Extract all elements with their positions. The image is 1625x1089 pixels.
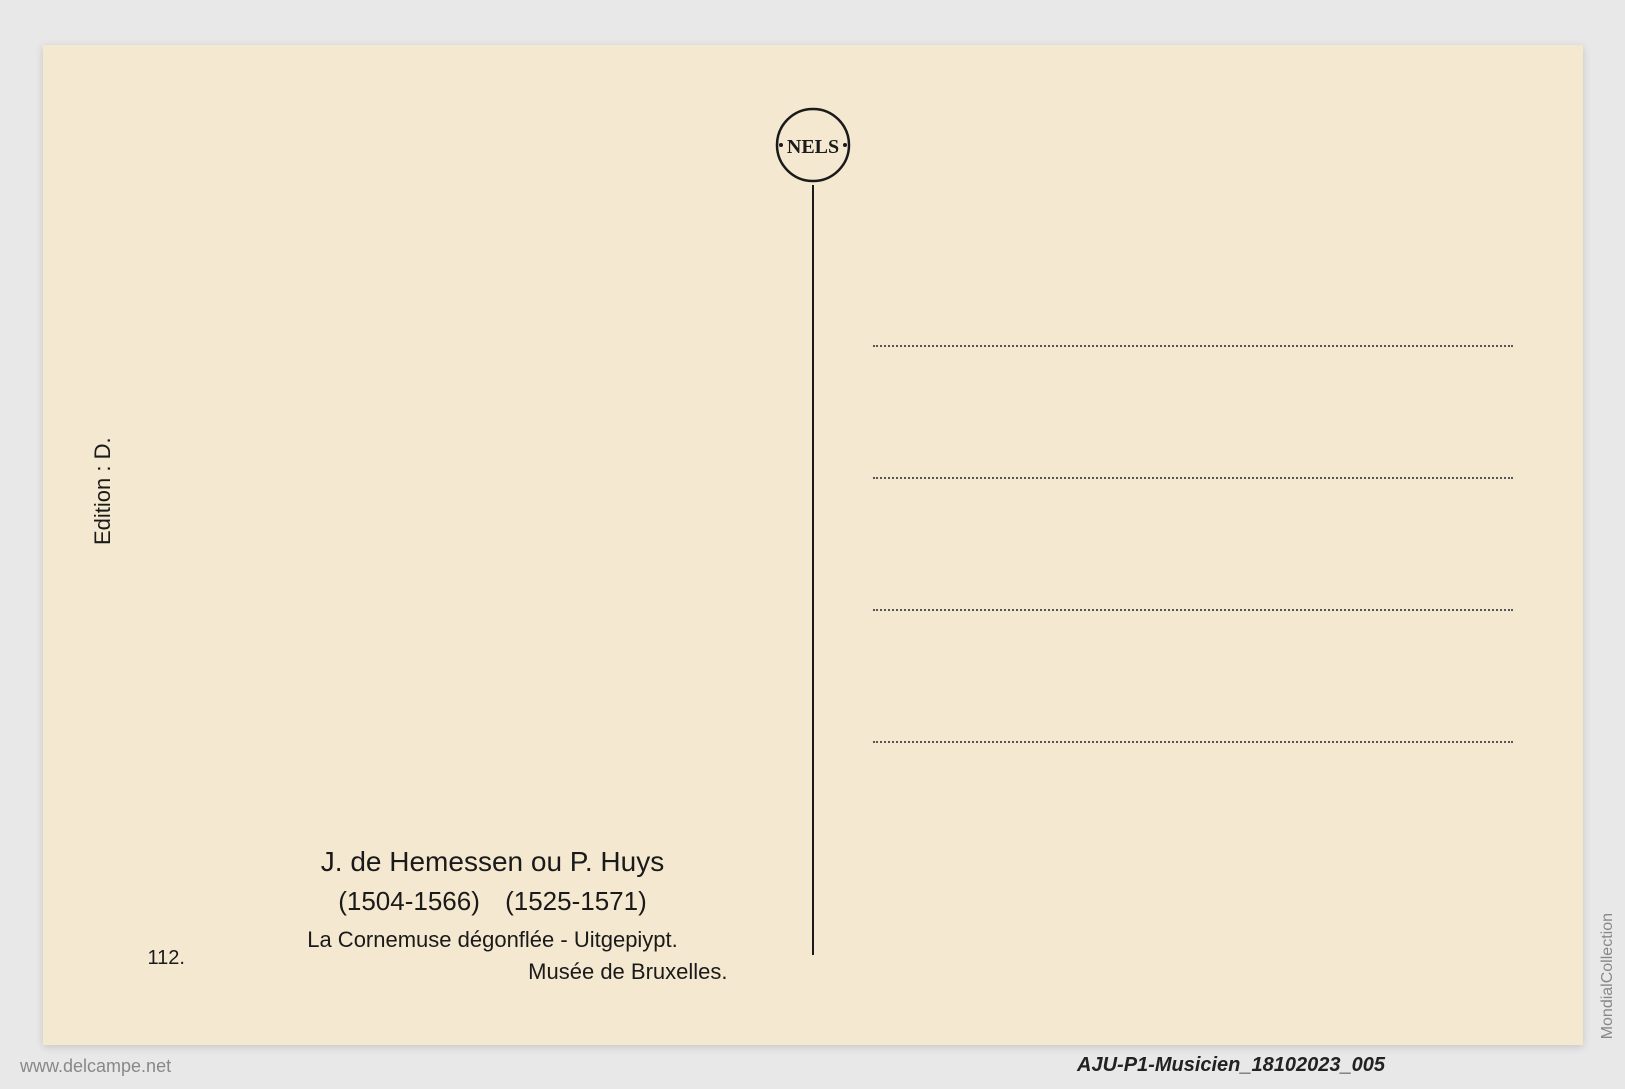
caption-museum: Musée de Bruxelles. bbox=[198, 959, 788, 985]
svg-text:NELS: NELS bbox=[786, 136, 838, 158]
watermark-reference: AJU-P1-Musicien_18102023_005 bbox=[1077, 1054, 1385, 1077]
address-line-4 bbox=[873, 741, 1513, 743]
postcard-back: NELS Edition : D. J. de Hemessen ou P. H… bbox=[43, 45, 1583, 1045]
address-line-3 bbox=[873, 609, 1513, 611]
caption-dates: (1504-1566) (1525-1571) bbox=[198, 886, 788, 917]
nels-logo-icon: NELS bbox=[773, 105, 853, 185]
caption-title: La Cornemuse dégonflée - Uitgepiypt. bbox=[198, 927, 788, 953]
address-area bbox=[873, 345, 1513, 743]
publisher-logo: NELS bbox=[773, 105, 853, 190]
address-line-2 bbox=[873, 477, 1513, 479]
watermark-website: www.delcampe.net bbox=[20, 1056, 171, 1077]
card-number: 112. bbox=[148, 947, 185, 970]
edition-label: Edition : D. bbox=[90, 437, 116, 545]
caption-artists: J. de Hemessen ou P. Huys bbox=[198, 846, 788, 878]
address-line-1 bbox=[873, 345, 1513, 347]
watermark-collection: MondialCollection bbox=[1599, 913, 1617, 1039]
caption-block: J. de Hemessen ou P. Huys (1504-1566) (1… bbox=[198, 846, 788, 985]
center-divider bbox=[812, 185, 814, 955]
